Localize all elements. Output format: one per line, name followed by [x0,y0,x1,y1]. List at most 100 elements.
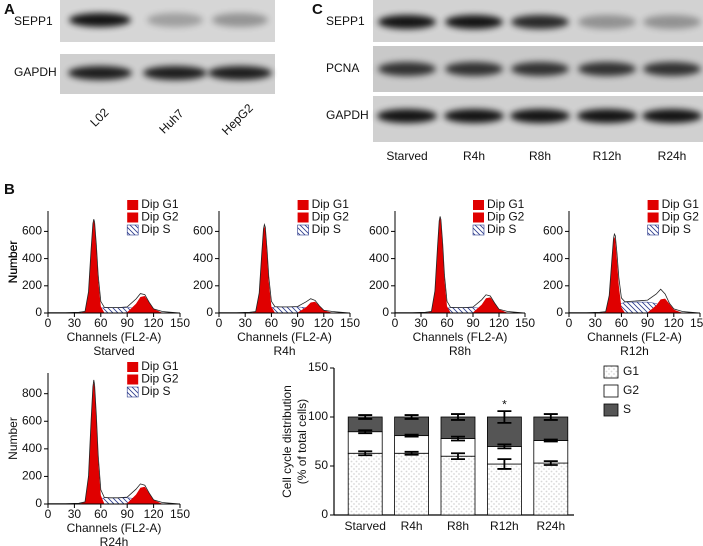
y-axis-label: Cell cycle distribution [280,385,294,498]
legend-label: Dip G1 [662,197,700,211]
x-tick-label: R24h [536,519,565,533]
annotation: * [502,397,507,411]
chart-title: R8h [449,344,471,358]
legend-label: Dip S [312,222,341,236]
x-tick-label: 120 [664,316,684,330]
y-tick-label: 600 [543,224,563,238]
y-tick-label: 600 [193,224,213,238]
x-tick-label: 30 [239,316,253,330]
blot-band [643,15,701,29]
x-tick-label: Starved [345,519,386,533]
legend-label: Dip G1 [312,197,350,211]
bar-segment [347,452,383,516]
y-tick-label: 0 [321,507,328,521]
histogram-outline [568,232,701,314]
legend-swatch [127,212,139,223]
legend-swatch [472,224,485,236]
y-axis-label: (% of total cells) [295,399,309,484]
y-tick-label: 0 [35,305,42,319]
error-bar [404,433,419,438]
blot-band [578,62,636,76]
x-tick-label: R4h [401,519,423,533]
x-tick-label: 0 [45,507,52,521]
y-tick-label: 400 [193,251,213,265]
x-tick-label: 0 [392,316,399,330]
chart-title: R24h [100,535,129,546]
blot-band [208,66,272,80]
blot-band [143,66,207,80]
legend-label: Dip G1 [141,359,179,373]
blot-row-label: GAPDH [326,108,369,122]
blot-band [147,13,203,27]
y-axis-label: Number [6,241,20,284]
error-bar [497,443,512,450]
blot-band [511,15,569,29]
blot-band [68,66,132,80]
blot-band [444,109,504,123]
blot-lane-label: R4h [463,149,485,163]
blot-band [378,15,436,29]
x-tick-label: 90 [466,316,480,330]
bar-segment [533,462,569,516]
legend-label: Dip G1 [487,197,525,211]
x-tick-label: 150 [515,316,535,330]
x-tick-label: 150 [170,316,190,330]
y-axis-label: Number [6,241,20,284]
error-bar [497,458,512,470]
legend-label: Dip S [487,222,516,236]
y-tick-label: 400 [369,251,389,265]
x-tick-label: 90 [121,316,135,330]
legend-swatch [297,224,309,236]
blot-row-label: PCNA [326,61,359,75]
x-axis-label: Channels (FL2-A) [587,330,682,344]
y-tick-label: 50 [315,458,329,472]
legend-swatch [297,200,309,210]
x-tick-label: 60 [440,316,454,330]
bar-segment [347,431,383,454]
legend-swatch [647,200,659,210]
x-tick-label: 90 [121,507,135,521]
legend-swatch [603,403,619,417]
x-tick-label: 150 [170,507,190,521]
bar-segment [486,463,522,516]
bar-segment [394,435,430,454]
blot-band [445,15,503,29]
y-tick-label: 200 [22,278,42,292]
legend-swatch [603,365,619,379]
x-tick-label: R8h [447,519,469,533]
x-tick-label: 120 [144,316,164,330]
legend-swatch [473,200,484,210]
legend-swatch [647,212,659,223]
y-tick-label: 0 [35,496,42,510]
blot-band [643,62,701,76]
legend-swatch [126,224,139,236]
error-bar [451,435,465,442]
legend-swatch [473,212,484,223]
x-axis-label: Channels (FL2-A) [67,330,162,344]
error-bar [404,414,419,420]
x-tick-label: 30 [68,316,82,330]
legend-swatch [127,200,139,210]
bar-segment [440,455,476,516]
histogram-area [219,301,350,313]
bar-segment [533,440,569,464]
histogram-area [48,486,180,504]
legend-label: Dip G2 [662,210,700,224]
x-tick-label: 30 [589,316,603,330]
x-tick-label: 120 [489,316,509,330]
blot-band [577,109,637,123]
chart-title: R4h [273,344,295,358]
panel-label: A [4,1,15,18]
y-tick-label: 800 [22,386,42,400]
blot-lane-label: R8h [529,149,551,163]
y-tick-label: 200 [193,278,213,292]
bar-segment [394,452,430,516]
legend-label: G2 [623,383,639,397]
legend-swatch [127,362,139,372]
x-tick-label: 0 [45,316,52,330]
legend-swatch [647,224,659,236]
histogram-outline [394,216,526,314]
legend-swatch [297,212,309,223]
blot-row-label: SEPP1 [14,14,53,28]
y-tick-label: 0 [382,305,389,319]
